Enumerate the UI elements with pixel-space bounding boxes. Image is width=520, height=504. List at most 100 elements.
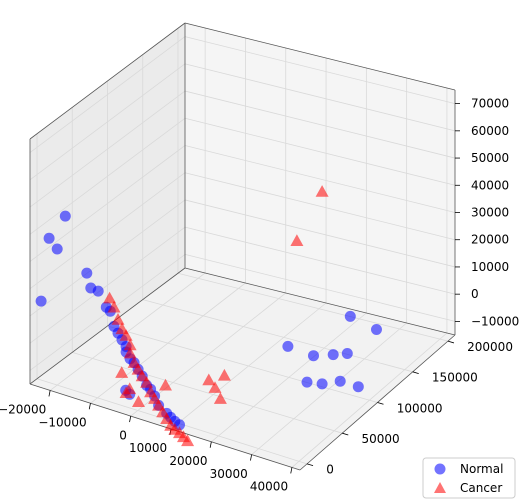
grid-line-z [29, 172, 186, 290]
point-normal [51, 243, 63, 255]
x-tick-label-tick [88, 403, 91, 410]
grid-line-z [184, 254, 456, 322]
pane-edge [29, 22, 186, 140]
y-tick-label-tick [412, 371, 419, 375]
z-tick-label: −10000 [471, 314, 519, 328]
point-cancer [123, 346, 137, 359]
point-cancer [181, 434, 195, 447]
legend-marker-cancer [434, 482, 446, 493]
point-normal [282, 340, 294, 352]
grid-line-z [184, 117, 456, 186]
point-normal [43, 232, 55, 244]
z-tick-label: 20000 [471, 233, 509, 247]
point-cancer [159, 378, 172, 391]
pane-edge [184, 267, 456, 336]
x-tick-label-tick [129, 416, 132, 423]
grid-line-z [29, 145, 186, 262]
z-tick-label: 30000 [471, 206, 509, 220]
grid-line-y [72, 351, 343, 434]
point-cancer [103, 291, 117, 304]
grid-line-z [29, 90, 186, 208]
x-tick-label-tick [250, 454, 253, 461]
pane-edge [184, 22, 456, 91]
point-cancer [202, 373, 216, 386]
grid-line-y [107, 325, 378, 403]
legend-label-normal: Normal [460, 462, 503, 476]
point-cancer [107, 300, 121, 313]
point-cancer [140, 376, 154, 388]
point-normal [344, 310, 356, 322]
y-tick-label-tick [342, 432, 349, 436]
grid-line-y [142, 299, 413, 373]
point-normal [59, 210, 71, 222]
point-cancer [290, 234, 304, 246]
y-tick-label: 0 [326, 463, 334, 477]
legend-marker-normal [434, 463, 446, 475]
z-tick-label: 0 [471, 287, 479, 301]
pane-edge [29, 267, 186, 385]
point-cancer [208, 381, 222, 393]
x-tick-label: 20000 [169, 454, 207, 468]
grid-line-z [184, 145, 456, 213]
y-tick-label: 150000 [432, 371, 478, 385]
y-tick-label: 200000 [467, 340, 513, 354]
grid-line-z [29, 63, 186, 181]
grid-line-z [184, 172, 456, 241]
x-tick-label: 30000 [210, 467, 248, 481]
point-normal [35, 295, 47, 307]
point-normal [334, 375, 346, 387]
grid-line-z [184, 36, 456, 104]
z-tick-label: 10000 [471, 260, 509, 274]
point-normal [316, 378, 328, 390]
grid-line-z [29, 199, 186, 317]
point-normal [352, 381, 364, 393]
tick-labels: −20000−100000100002000030000400000500001… [0, 97, 519, 494]
x-tick-label: 40000 [250, 480, 288, 494]
z-tick-label: 50000 [471, 151, 509, 165]
point-cancer [217, 368, 231, 381]
point-normal [308, 350, 319, 362]
point-cancer [123, 338, 137, 351]
point-cancer [132, 395, 145, 407]
grid-line-y [177, 272, 449, 342]
point-normal [327, 349, 339, 361]
y-tick-label-tick [306, 463, 314, 467]
z-tick-label: 70000 [471, 97, 509, 111]
grid-line-z [184, 63, 456, 132]
point-cancer [119, 386, 133, 398]
x-tick-label-tick [48, 390, 51, 397]
y-tick-label-tick [447, 340, 455, 344]
legend-frame [422, 457, 516, 499]
point-normal [341, 348, 353, 359]
data-points [35, 185, 382, 447]
point-cancer [119, 329, 133, 341]
x-tick-label-tick [290, 467, 293, 474]
x-tick-label-tick [209, 441, 212, 448]
legend-label-cancer: Cancer [460, 481, 502, 495]
x-tick-label: 10000 [129, 441, 167, 455]
y-tick-label: 50000 [361, 432, 399, 446]
point-normal [81, 267, 93, 279]
point-normal [92, 285, 104, 297]
grid-line-z [29, 226, 186, 344]
point-cancer [315, 185, 329, 197]
grid-lines [29, 28, 456, 468]
grid-line-z [184, 199, 456, 268]
point-cancer [115, 366, 129, 378]
legend: Normal Cancer [422, 457, 516, 499]
point-normal [371, 324, 382, 335]
grid-line-z [29, 117, 186, 235]
x-tick-label: −10000 [38, 415, 86, 429]
y-tick-label-tick [377, 402, 384, 405]
z-tick-label: 60000 [471, 124, 509, 138]
x-tick-label: 0 [119, 428, 127, 442]
point-normal [301, 376, 313, 388]
grid-line-z [184, 226, 456, 295]
x-tick-label: −20000 [0, 403, 46, 417]
grid-line-z [184, 90, 456, 159]
point-cancer [111, 313, 125, 325]
grid-line-z [29, 36, 186, 153]
z-tick-label: 40000 [471, 178, 509, 192]
y-tick-label: 100000 [397, 401, 443, 415]
